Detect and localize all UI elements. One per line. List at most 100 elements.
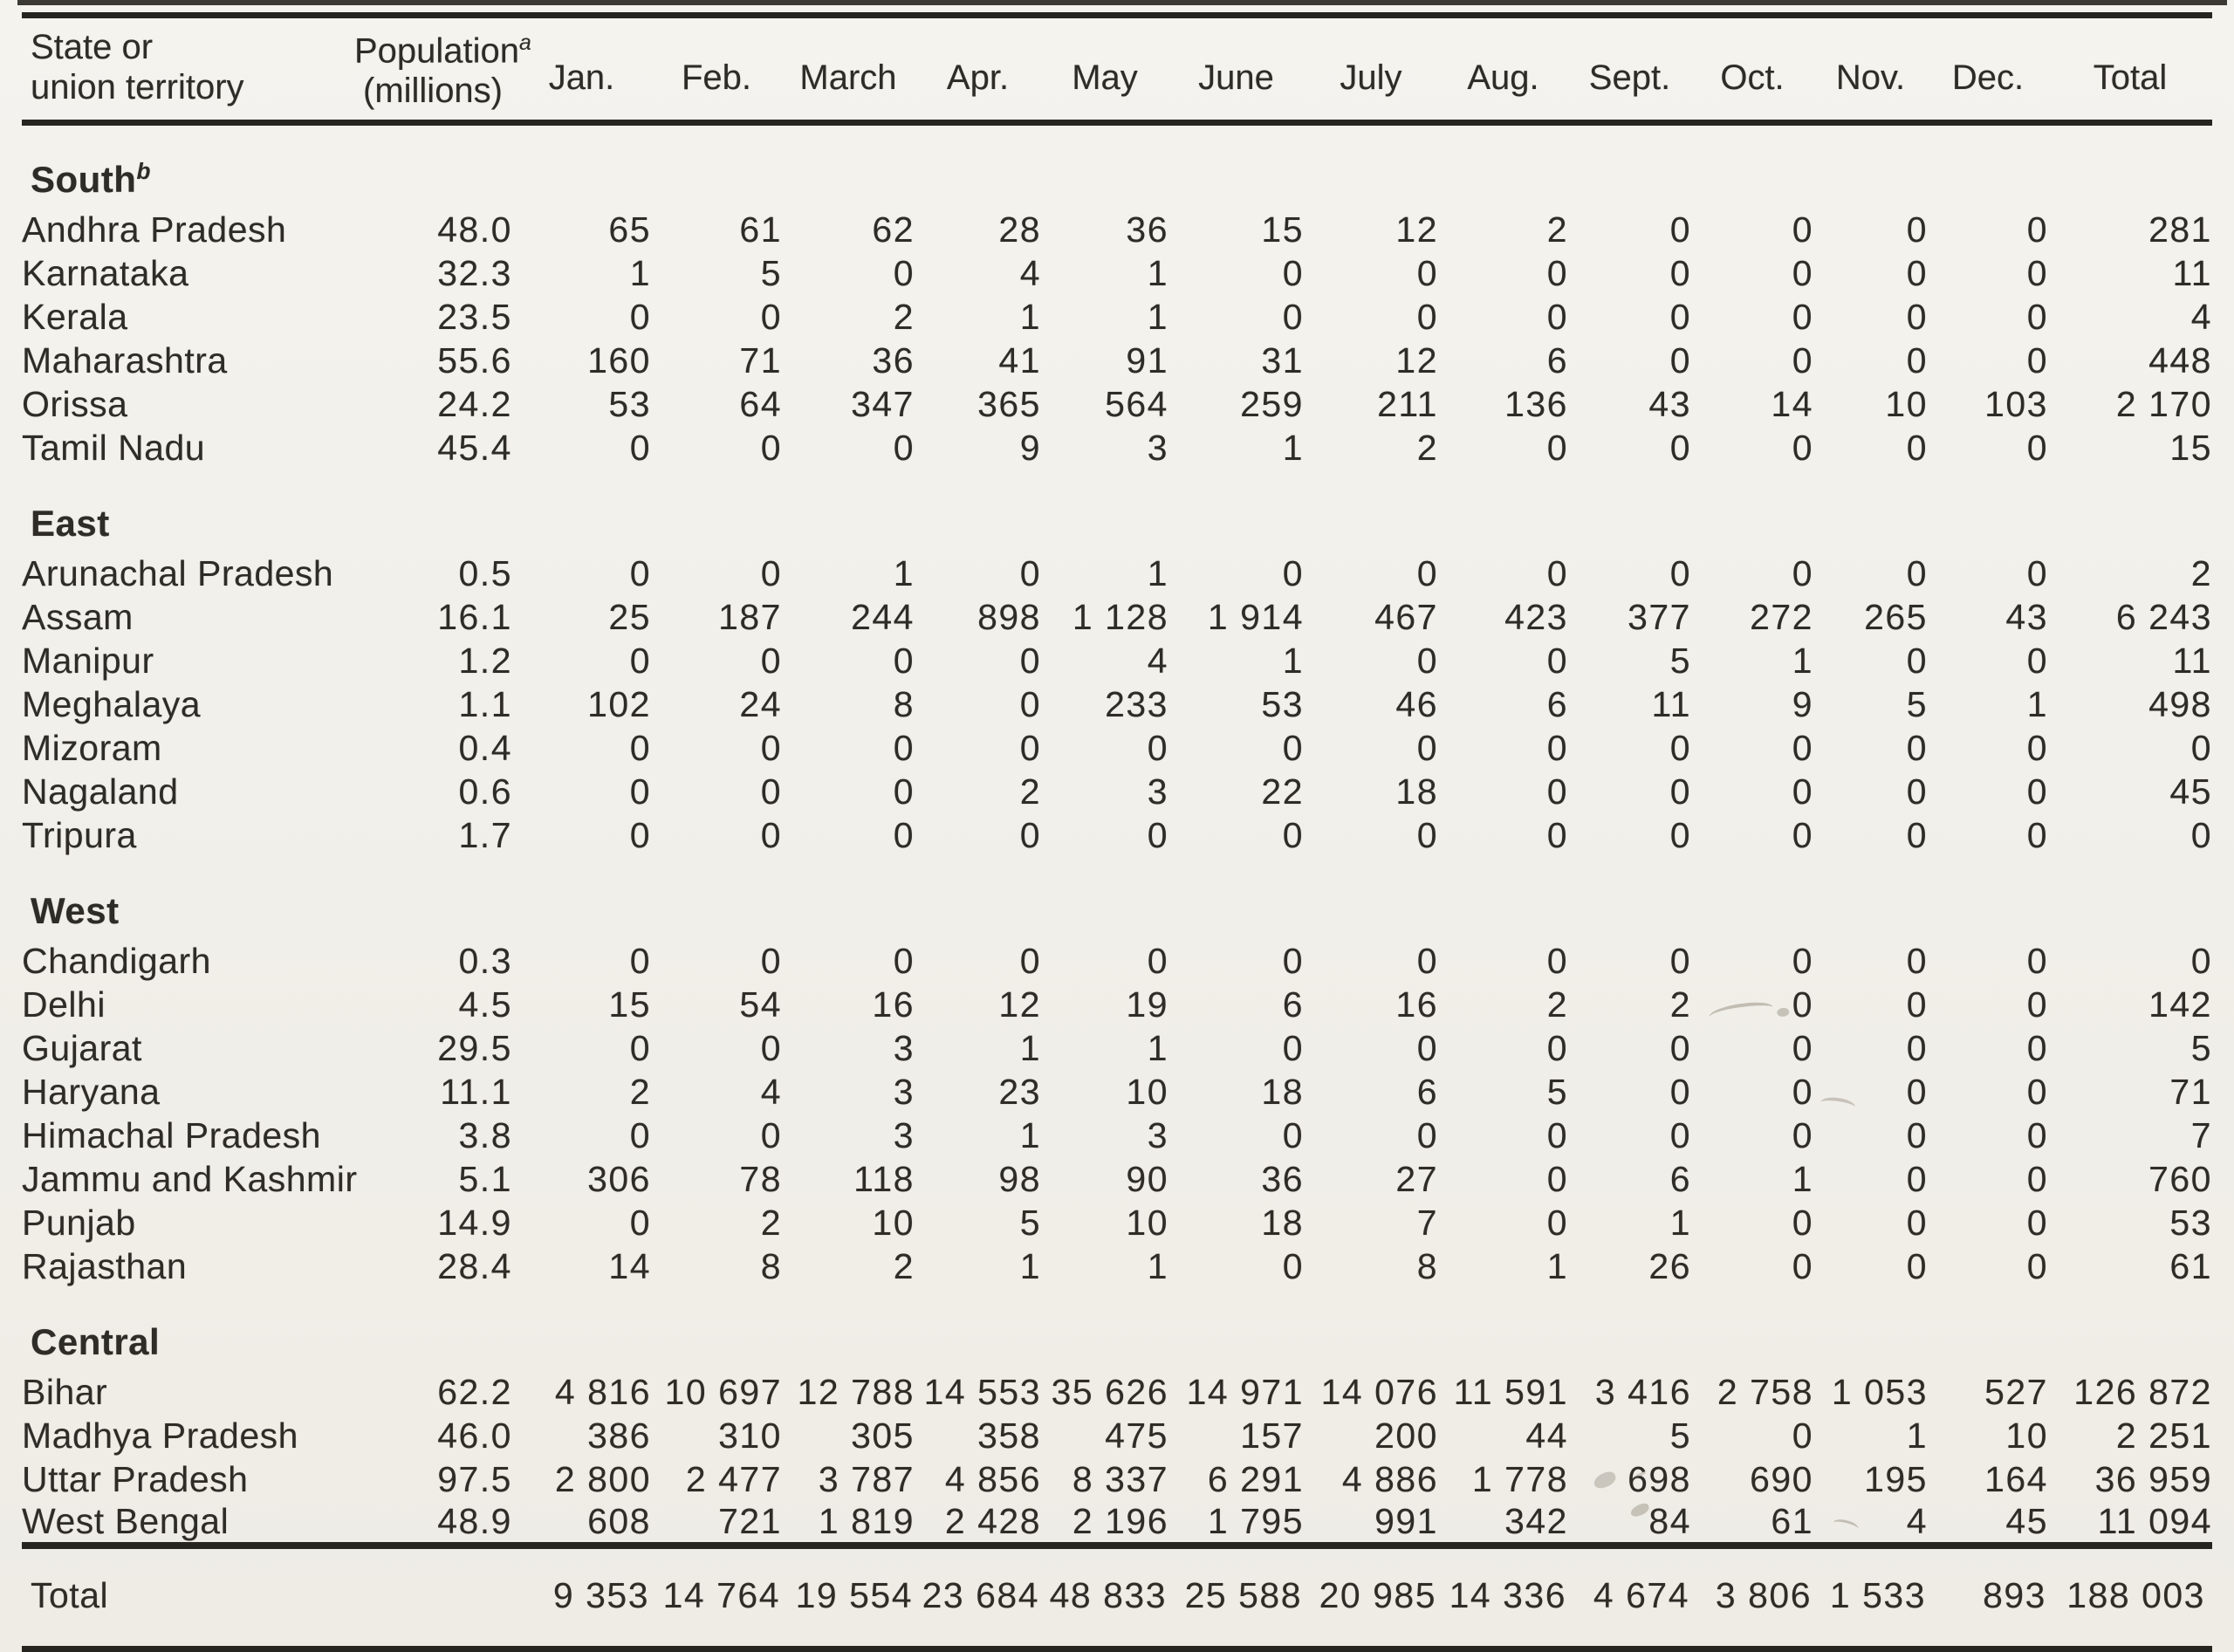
table-row: Bihar 62.2 4 816 10 697 12 788 14 553 35 626 14… bbox=[22, 1370, 2212, 1414]
row-total-cell: 15 bbox=[2169, 427, 2212, 468]
population-cell: 1.7 bbox=[458, 814, 512, 855]
month-value-cell: 43 bbox=[2005, 596, 2048, 637]
month-value-cell: 0 bbox=[760, 727, 782, 768]
grand-total-cell: 188 003 bbox=[2048, 1542, 2212, 1652]
month-value-cell: 0 bbox=[2026, 727, 2048, 768]
section-footnote-marker: b bbox=[136, 158, 151, 185]
month-value-cell: 0 bbox=[1019, 940, 1041, 981]
month-value-cell: 0 bbox=[1669, 427, 1691, 468]
row-total-cell: 2 251 bbox=[2115, 1415, 2212, 1456]
month-value-cell: 0 bbox=[1669, 771, 1691, 812]
grand-total-month-cell: 893 bbox=[1928, 1542, 2048, 1652]
month-value-cell: 475 bbox=[1105, 1415, 1168, 1456]
month-value-cell: 6 bbox=[1669, 1158, 1691, 1199]
table-row: West Bengal 48.9 608 721 1 819 2 428 2 196 1 79… bbox=[22, 1501, 2212, 1546]
month-value-cell: 0 bbox=[1416, 1114, 1438, 1155]
table-row: Delhi 4.5 15 54 16 12 19 6 16 2 2 0 0 0 142 bbox=[22, 983, 2212, 1026]
month-value-cell: 1 bbox=[1282, 427, 1304, 468]
population-cell: 0.6 bbox=[458, 771, 512, 812]
month-value-cell: 0 bbox=[2026, 296, 2048, 337]
month-value-cell: 0 bbox=[2026, 552, 2048, 593]
month-value-cell: 0 bbox=[1282, 940, 1304, 981]
month-value-cell: 118 bbox=[853, 1158, 915, 1199]
month-value-cell: 0 bbox=[1792, 209, 1813, 250]
population-cell: 23.5 bbox=[437, 296, 512, 337]
month-value-cell: 14 076 bbox=[1320, 1371, 1438, 1412]
month-value-cell: 0 bbox=[1416, 640, 1438, 681]
population-cell: 46.0 bbox=[437, 1415, 512, 1456]
month-value-cell: 0 bbox=[2026, 1114, 2048, 1155]
month-value-cell: 0 bbox=[1147, 727, 1168, 768]
month-value-cell: 19 bbox=[1126, 984, 1168, 1025]
month-value-cell: 10 bbox=[1126, 1202, 1168, 1243]
month-value-cell: 0 bbox=[1669, 552, 1691, 593]
month-value-cell: 1 819 bbox=[818, 1501, 915, 1542]
month-value-cell: 1 bbox=[1792, 1158, 1813, 1199]
state-name-cell: Chandigarh bbox=[22, 940, 211, 981]
population-cell: 32.3 bbox=[437, 252, 512, 293]
population-cell: 11.1 bbox=[440, 1071, 512, 1112]
row-total-cell: 2 170 bbox=[2115, 383, 2212, 424]
month-value-cell: 6 bbox=[1416, 1071, 1438, 1112]
month-value-cell: 15 bbox=[608, 984, 651, 1025]
row-total-cell: 45 bbox=[2169, 771, 2212, 812]
section-header-row: West bbox=[22, 857, 2212, 939]
month-value-cell: 2 800 bbox=[554, 1458, 651, 1499]
month-value-cell: 44 bbox=[1525, 1415, 1568, 1456]
row-total-cell: 71 bbox=[2169, 1071, 2212, 1112]
state-name-cell: West Bengal bbox=[22, 1501, 230, 1542]
month-value-cell: 347 bbox=[851, 383, 915, 424]
month-value-cell: 0 bbox=[1147, 940, 1168, 981]
month-value-cell: 1 914 bbox=[1207, 596, 1304, 637]
month-value-cell: 0 bbox=[1019, 552, 1041, 593]
month-value-cell: 3 416 bbox=[1594, 1371, 1691, 1412]
month-value-cell: 1 bbox=[1669, 1202, 1691, 1243]
month-value-cell: 0 bbox=[1282, 727, 1304, 768]
month-value-cell: 1 bbox=[2026, 683, 2048, 724]
month-value-cell: 61 bbox=[739, 209, 782, 250]
month-value-cell: 0 bbox=[629, 427, 651, 468]
month-value-cell: 90 bbox=[1126, 1158, 1168, 1199]
month-value-cell: 211 bbox=[1377, 383, 1438, 424]
month-value-cell: 0 bbox=[1546, 1114, 1568, 1155]
month-value-cell: 22 bbox=[1261, 771, 1304, 812]
month-value-cell: 12 788 bbox=[797, 1371, 915, 1412]
population-footnote-marker: a bbox=[519, 31, 531, 55]
month-value-cell: 14 553 bbox=[923, 1371, 1041, 1412]
month-value-cell: 0 bbox=[629, 727, 651, 768]
month-value-cell: 2 bbox=[893, 296, 915, 337]
table-row: Tripura 1.7 0 0 0 0 0 0 0 0 0 0 0 0 0 bbox=[22, 813, 2212, 857]
grand-total-row: Total 9 353 14 764 19 554 23 684 48 833 25 588… bbox=[22, 1542, 2212, 1652]
month-value-cell: 35 626 bbox=[1051, 1371, 1168, 1412]
month-value-cell: 18 bbox=[1261, 1202, 1304, 1243]
month-value-cell: 0 bbox=[1669, 252, 1691, 293]
population-cell: 0.4 bbox=[458, 727, 512, 768]
month-value-cell: 26 bbox=[1648, 1245, 1691, 1286]
month-value-cell: 1 795 bbox=[1207, 1501, 1304, 1542]
population-cell: 48.9 bbox=[437, 1501, 512, 1542]
month-value-cell: 0 bbox=[893, 727, 915, 768]
column-header-month: March bbox=[782, 11, 915, 127]
month-value-cell: 0 bbox=[1906, 727, 1928, 768]
grand-total-month-cell: 25 588 bbox=[1168, 1542, 1304, 1652]
month-value-cell: 5 bbox=[1669, 1415, 1691, 1456]
month-value-cell: 0 bbox=[1906, 552, 1928, 593]
section-title: West bbox=[31, 890, 120, 932]
month-value-cell: 358 bbox=[977, 1415, 1041, 1456]
month-value-cell: 233 bbox=[1105, 683, 1168, 724]
month-value-cell: 1 bbox=[1906, 1415, 1928, 1456]
month-value-cell: 467 bbox=[1374, 596, 1438, 637]
month-value-cell: 0 bbox=[1282, 1027, 1304, 1068]
section-title-cell: Southb bbox=[22, 123, 2212, 209]
grand-total-label: Total bbox=[22, 1542, 353, 1652]
column-header-month: July bbox=[1304, 11, 1438, 127]
population-cell: 1.1 bbox=[458, 683, 512, 724]
month-value-cell: 1 bbox=[1147, 296, 1168, 337]
month-value-cell: 0 bbox=[760, 552, 782, 593]
month-value-cell: 306 bbox=[587, 1158, 651, 1199]
month-value-cell: 0 bbox=[2026, 427, 2048, 468]
month-value-cell: 2 196 bbox=[1072, 1501, 1168, 1542]
month-value-cell: 0 bbox=[1906, 209, 1928, 250]
month-value-cell: 0 bbox=[1792, 1071, 1813, 1112]
month-value-cell: 0 bbox=[1546, 1027, 1568, 1068]
